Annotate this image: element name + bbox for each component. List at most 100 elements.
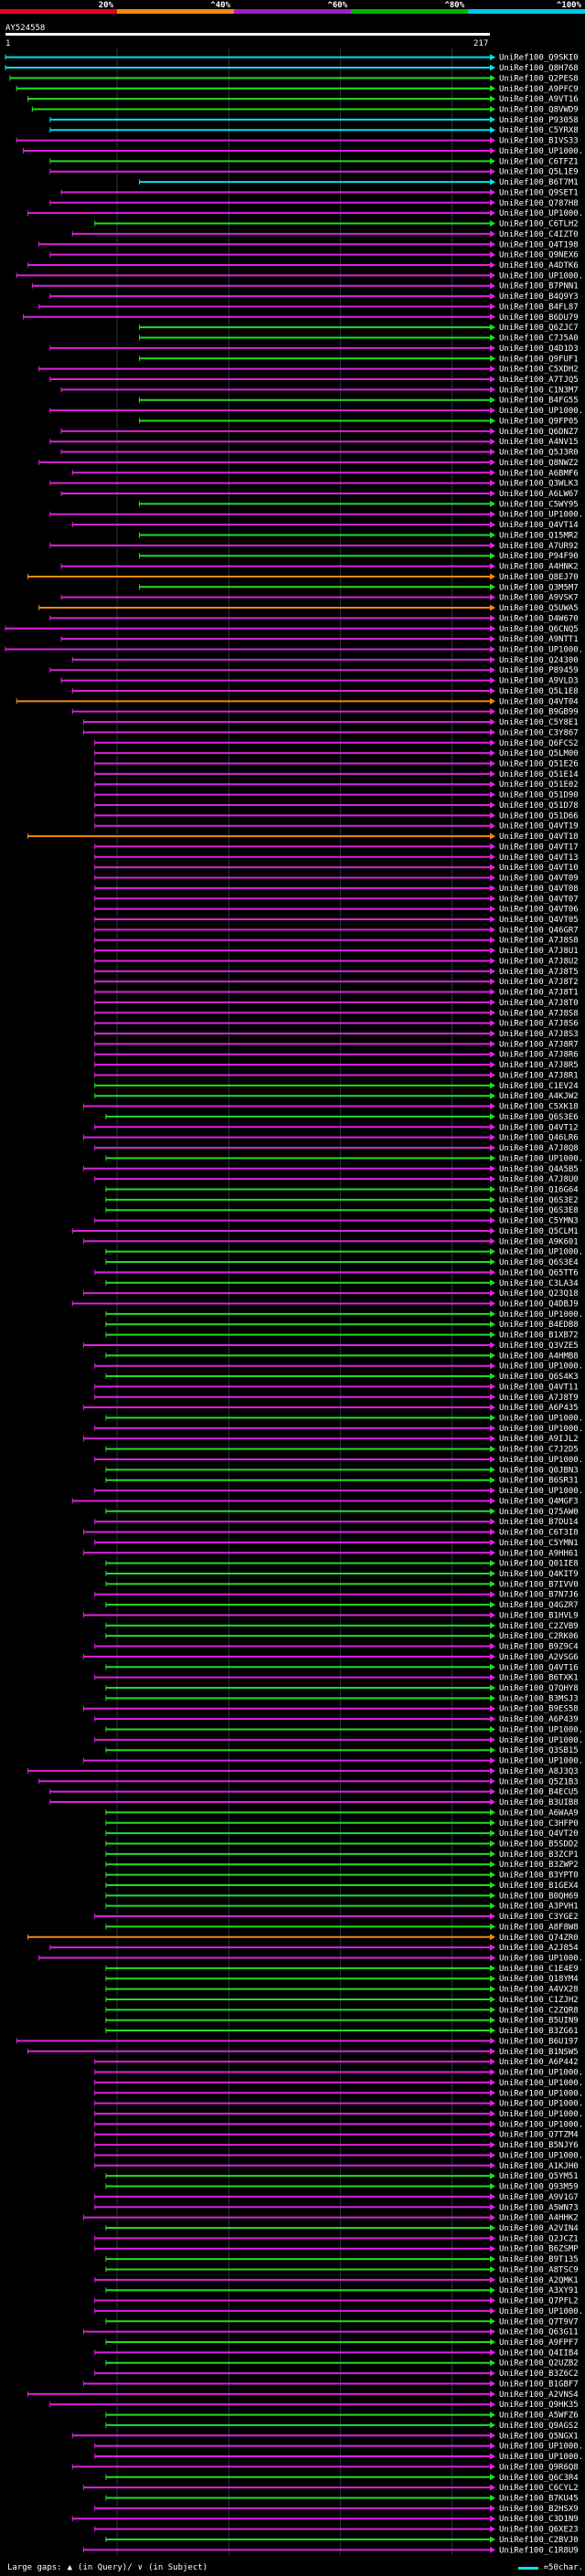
hit-label[interactable]: UniRef100_A3XY91: [499, 2286, 579, 2295]
hit-row[interactable]: UniRef100_UP1000...: [105, 1725, 585, 1734]
hit-label[interactable]: UniRef100_B3MSJ3: [499, 1694, 579, 1703]
hit-label[interactable]: UniRef100_Q4D1D3: [499, 345, 579, 354]
hit-row[interactable]: UniRef100_Q8NWZ2: [38, 459, 579, 468]
hit-label[interactable]: UniRef100_Q51E14: [499, 770, 579, 779]
hit-row[interactable]: UniRef100_Q63G11: [82, 2328, 579, 2337]
hit-row[interactable]: UniRef100_B7N7J6: [94, 1591, 579, 1600]
hit-label[interactable]: UniRef100_A7J8T9: [499, 1394, 579, 1403]
hit-label[interactable]: UniRef100_Q6S3E8: [499, 1206, 579, 1215]
hit-row[interactable]: UniRef100_Q7T9V7: [105, 2317, 579, 2327]
hit-label[interactable]: UniRef100_A7J8T2: [499, 978, 579, 987]
hit-row[interactable]: UniRef100_B1GBF7: [82, 2380, 579, 2389]
hit-row[interactable]: UniRef100_Q4VT07: [94, 895, 579, 904]
hit-label[interactable]: UniRef100_A4NV15: [499, 438, 579, 447]
hit-label[interactable]: UniRef100_A4HMB8: [499, 1352, 579, 1361]
hit-row[interactable]: UniRef100_UP1000...: [49, 511, 585, 520]
hit-label[interactable]: UniRef100_UP1000...: [499, 1487, 585, 1496]
hit-row[interactable]: UniRef100_C3Y867: [82, 728, 579, 737]
hit-row[interactable]: UniRef100_Q4GZR7: [105, 1601, 579, 1610]
hit-label[interactable]: UniRef100_A7J8R6: [499, 1051, 579, 1060]
hit-label[interactable]: UniRef100_A6BMF6: [499, 469, 579, 478]
hit-row[interactable]: UniRef100_B6U197: [16, 2037, 579, 2046]
hit-row[interactable]: UniRef100_A7J8S8: [94, 1009, 579, 1018]
hit-label[interactable]: UniRef100_Q9HK35: [499, 2401, 579, 2410]
hit-row[interactable]: UniRef100_Q93M59: [105, 2183, 579, 2192]
hit-label[interactable]: UniRef100_B6DU79: [499, 313, 579, 323]
hit-row[interactable]: UniRef100_P94F90: [139, 552, 579, 561]
hit-label[interactable]: UniRef100_B6U197: [499, 2037, 579, 2046]
hit-label[interactable]: UniRef100_C1N3M7: [499, 386, 579, 395]
hit-label[interactable]: UniRef100_Q3SB15: [499, 1746, 579, 1755]
hit-row[interactable]: UniRef100_Q4VT04: [16, 697, 579, 706]
hit-row[interactable]: UniRef100_UP1000...: [82, 1757, 585, 1766]
hit-label[interactable]: UniRef100_A4VX28: [499, 1986, 579, 1995]
hit-label[interactable]: UniRef100_B5NJY6: [499, 2141, 579, 2150]
hit-row[interactable]: UniRef100_B6TXK1: [94, 1674, 579, 1683]
hit-label[interactable]: UniRef100_Q7TZM4: [499, 2131, 579, 2140]
hit-label[interactable]: UniRef100_A7J8R1: [499, 1071, 579, 1080]
hit-row[interactable]: UniRef100_A9K601: [82, 1237, 579, 1246]
hit-row[interactable]: UniRef100_Q4VT12: [94, 1123, 579, 1132]
hit-label[interactable]: UniRef100_C3Y867: [499, 728, 579, 737]
hit-row[interactable]: UniRef100_B3ZWP2: [105, 1860, 579, 1870]
hit-label[interactable]: UniRef100_B1XB72: [499, 1331, 579, 1341]
hit-row[interactable]: UniRef100_Q4VT16: [105, 1663, 579, 1672]
hit-label[interactable]: UniRef100_A7J8T5: [499, 968, 579, 977]
hit-row[interactable]: UniRef100_Q4VT14: [71, 521, 579, 530]
hit-row[interactable]: UniRef100_UP1000...: [38, 1955, 585, 1964]
hit-label[interactable]: UniRef100_Q5Z1B3: [499, 1777, 579, 1786]
hit-row[interactable]: UniRef100_Q6XE23: [94, 2526, 579, 2535]
hit-label[interactable]: UniRef100_Q4VT13: [499, 853, 579, 863]
hit-label[interactable]: UniRef100_B7KU45: [499, 2494, 579, 2503]
hit-row[interactable]: UniRef100_Q9AGS2: [105, 2422, 579, 2431]
hit-row[interactable]: UniRef100_A7J8T5: [94, 968, 579, 977]
hit-row[interactable]: UniRef100_Q4VT13: [94, 853, 579, 863]
hit-row[interactable]: UniRef100_B6ZSMP: [94, 2245, 580, 2254]
hit-row[interactable]: UniRef100_A8J3Q3: [27, 1767, 579, 1776]
hit-label[interactable]: UniRef100_C4IZT0: [499, 230, 579, 239]
hit-row[interactable]: UniRef100_Q3M5M7: [139, 583, 579, 592]
hit-label[interactable]: UniRef100_B9GB99: [499, 708, 579, 717]
hit-label[interactable]: UniRef100_A7J8R5: [499, 1061, 579, 1070]
hit-label[interactable]: UniRef100_A9FPF7: [499, 2338, 579, 2348]
hit-row[interactable]: UniRef100_Q74ZR0: [27, 1934, 579, 1943]
hit-row[interactable]: UniRef100_C1EV24: [94, 1082, 579, 1091]
hit-row[interactable]: UniRef100_B1HVL9: [82, 1611, 579, 1620]
hit-row[interactable]: UniRef100_B6DU79: [23, 313, 579, 323]
hit-row[interactable]: UniRef100_A7TJQ5: [49, 376, 579, 385]
hit-label[interactable]: UniRef100_Q6CNQ5: [499, 625, 579, 634]
hit-label[interactable]: UniRef100_B4EDB8: [499, 1320, 579, 1330]
hit-row[interactable]: UniRef100_Q46GR7: [94, 926, 579, 935]
hit-label[interactable]: UniRef100_UP1000...: [499, 2089, 585, 2098]
hit-row[interactable]: UniRef100_B9GB99: [71, 708, 579, 717]
hit-label[interactable]: UniRef100_C5Y8E1: [499, 718, 579, 727]
hit-row[interactable]: UniRef100_C2BVJ0: [105, 2536, 579, 2545]
hit-label[interactable]: UniRef100_A4HNK2: [499, 563, 579, 572]
hit-row[interactable]: UniRef100_UP1000...: [105, 1154, 585, 1163]
hit-label[interactable]: UniRef100_C1R8U9: [499, 2546, 579, 2555]
hit-row[interactable]: UniRef100_B2HSX9: [94, 2505, 579, 2514]
hit-row[interactable]: UniRef100_C2ZVB9: [105, 1622, 579, 1631]
hit-row[interactable]: UniRef100_A3PVH1: [105, 1903, 579, 1912]
hit-row[interactable]: UniRef100_B7PNN1: [31, 282, 579, 292]
hit-row[interactable]: UniRef100_Q2UZB2: [105, 2359, 579, 2369]
hit-row[interactable]: UniRef100_Q4VT20: [105, 1829, 579, 1839]
hit-row[interactable]: UniRef100_C5XK18: [82, 1103, 579, 1112]
hit-row[interactable]: UniRef100_Q24300: [71, 656, 579, 665]
hit-row[interactable]: UniRef100_B5NJY6: [94, 2141, 579, 2150]
hit-row[interactable]: UniRef100_Q2PES8: [9, 74, 579, 83]
hit-row[interactable]: UniRef100_UP1000...: [16, 271, 585, 281]
hit-row[interactable]: UniRef100_Q4A5B5: [82, 1165, 579, 1174]
hit-label[interactable]: UniRef100_B9Z9C4: [499, 1643, 579, 1652]
hit-label[interactable]: UniRef100_Q5J3R0: [499, 449, 579, 458]
hit-label[interactable]: UniRef100_A6P442: [499, 2058, 579, 2067]
hit-row[interactable]: UniRef100_Q4IIB4: [94, 2348, 579, 2358]
hit-label[interactable]: UniRef100_A7J8S3: [499, 1030, 579, 1039]
hit-label[interactable]: UniRef100_C6TFZ1: [499, 157, 579, 166]
hit-label[interactable]: UniRef100_UP1000...: [499, 1757, 585, 1766]
hit-label[interactable]: UniRef100_Q6S3E4: [499, 1258, 579, 1267]
hit-row[interactable]: UniRef100_UP1000...: [23, 147, 585, 156]
hit-row[interactable]: UniRef100_A4HMB8: [105, 1352, 579, 1361]
hit-row[interactable]: UniRef100_A7J8U1: [94, 947, 579, 956]
hit-label[interactable]: UniRef100_C5XDH2: [499, 366, 579, 375]
